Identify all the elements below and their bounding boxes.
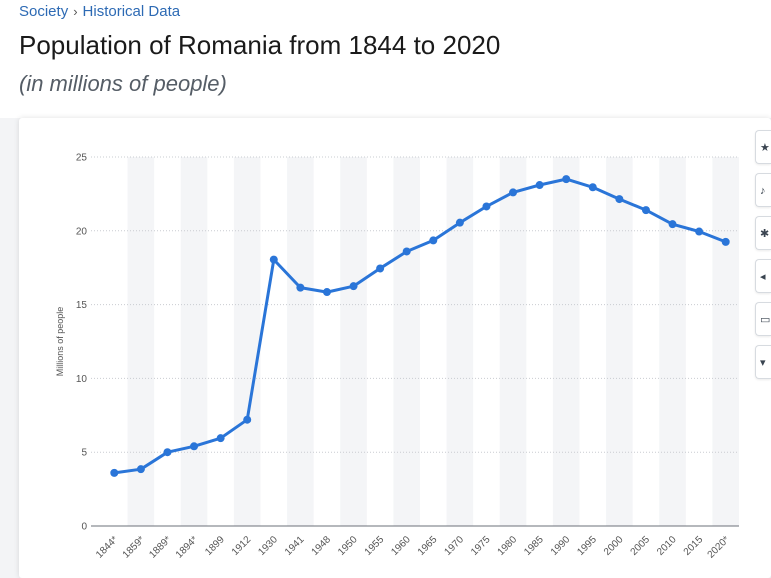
x-tick-label: 1965 (416, 534, 440, 558)
x-tick-label: 1889* (147, 534, 173, 560)
data-point[interactable] (721, 237, 730, 246)
print-icon[interactable]: ▭ (755, 302, 771, 336)
chart-band (233, 157, 261, 526)
data-point[interactable] (509, 188, 518, 197)
y-tick-label: 15 (76, 300, 88, 311)
data-point[interactable] (535, 181, 544, 190)
chart-panel: 0 5 10 15 20 25 Millions of people 1844* 1859* 18… (19, 118, 771, 578)
data-point[interactable] (136, 465, 145, 474)
x-tick-label: 1975 (469, 534, 493, 558)
x-tick-label: 1941 (283, 534, 307, 558)
x-tick-label: 1985 (522, 534, 546, 558)
data-point[interactable] (163, 448, 172, 457)
header: Society › Historical Data Population of Ro… (19, 0, 771, 118)
x-tick-label: 1955 (363, 534, 387, 558)
chart-band (499, 157, 527, 526)
data-point[interactable] (190, 442, 199, 451)
data-point[interactable] (322, 288, 331, 297)
data-point[interactable] (615, 195, 624, 204)
star-icon[interactable]: ★ (755, 130, 771, 164)
data-point[interactable] (641, 206, 650, 215)
chart-band (393, 157, 420, 526)
chart-band (446, 157, 474, 526)
data-point[interactable] (695, 227, 704, 236)
chart-band (659, 157, 686, 526)
x-tick-label: 1960 (389, 534, 413, 558)
x-tick-label: 1948 (310, 534, 334, 558)
x-tick-label: 1912 (230, 534, 254, 558)
chart-band (606, 157, 633, 526)
data-point[interactable] (216, 434, 225, 443)
y-tick-label: 5 (81, 448, 87, 459)
x-tick-label: 1844* (94, 534, 120, 560)
data-point[interactable] (482, 202, 491, 211)
x-tick-label: 1899 (203, 534, 227, 558)
chart-band (287, 157, 314, 526)
y-tick-label: 25 (76, 153, 88, 164)
y-tick-label: 10 (76, 374, 88, 385)
chart-band (180, 157, 208, 526)
data-point[interactable] (269, 255, 278, 264)
x-tick-label: 1950 (336, 534, 360, 558)
y-tick-label: 20 (76, 226, 88, 237)
chart-band (552, 157, 580, 526)
page-subtitle: (in millions of people) (19, 71, 227, 96)
settings-icon[interactable]: ✱ (755, 216, 771, 250)
x-tick-label: 1859* (121, 534, 147, 560)
data-point[interactable] (455, 218, 464, 227)
x-tick-label: 2010 (655, 534, 679, 558)
data-point[interactable] (243, 415, 252, 424)
breadcrumb: Society › Historical Data (19, 3, 180, 20)
breadcrumb-separator: › (73, 4, 78, 19)
data-point[interactable] (562, 175, 571, 184)
data-point[interactable] (668, 220, 677, 229)
x-tick-label: 1894* (174, 534, 200, 560)
x-tick-label: 1930 (256, 534, 280, 558)
y-axis-label: Millions of people (55, 307, 65, 377)
x-tick-label: 2020* (706, 534, 732, 560)
chart-band (712, 157, 739, 526)
data-point[interactable] (296, 283, 305, 292)
breadcrumb-historical-data[interactable]: Historical Data (82, 3, 181, 20)
x-tick-label: 1995 (575, 534, 599, 558)
x-tick-label: 2000 (602, 534, 626, 558)
data-point[interactable] (402, 247, 411, 256)
share-icon[interactable]: ◂ (755, 259, 771, 293)
data-point[interactable] (349, 282, 358, 291)
download-icon[interactable]: ▾ (755, 345, 771, 379)
x-tick-label: 1970 (442, 534, 466, 558)
data-point[interactable] (588, 183, 597, 192)
breadcrumb-society[interactable]: Society (19, 3, 69, 20)
chart-band (340, 157, 367, 526)
data-point[interactable] (376, 264, 385, 273)
page-title: Population of Romania from 1844 to 2020 (19, 30, 501, 60)
y-tick-label: 0 (81, 522, 87, 533)
x-tick-label: 2005 (629, 534, 653, 558)
data-point[interactable] (110, 468, 119, 477)
data-point[interactable] (429, 236, 438, 245)
bell-icon[interactable]: ♪ (755, 173, 771, 207)
x-tick-label: 1990 (549, 534, 573, 558)
x-tick-label: 2015 (682, 534, 706, 558)
x-tick-label: 1980 (496, 534, 520, 558)
series-line (112, 177, 728, 475)
